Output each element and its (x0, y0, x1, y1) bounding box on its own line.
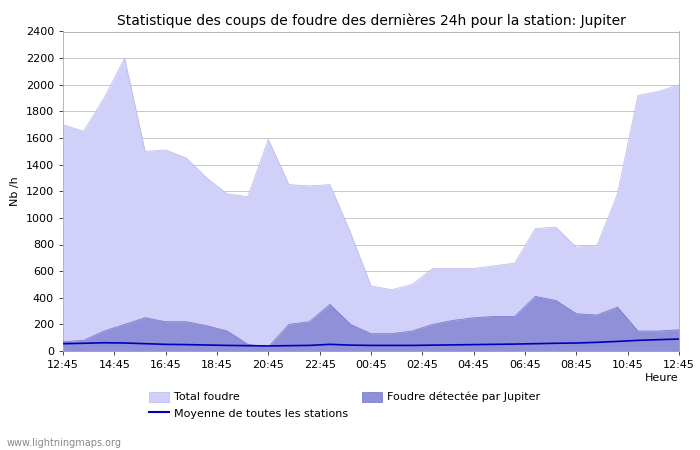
Legend: Total foudre, Moyenne de toutes les stations, Foudre détectée par Jupiter: Total foudre, Moyenne de toutes les stat… (148, 392, 540, 419)
Text: www.lightningmaps.org: www.lightningmaps.org (7, 438, 122, 448)
Y-axis label: Nb /h: Nb /h (10, 176, 20, 206)
Title: Statistique des coups de foudre des dernières 24h pour la station: Jupiter: Statistique des coups de foudre des dern… (117, 13, 625, 27)
Text: Heure: Heure (645, 374, 679, 383)
